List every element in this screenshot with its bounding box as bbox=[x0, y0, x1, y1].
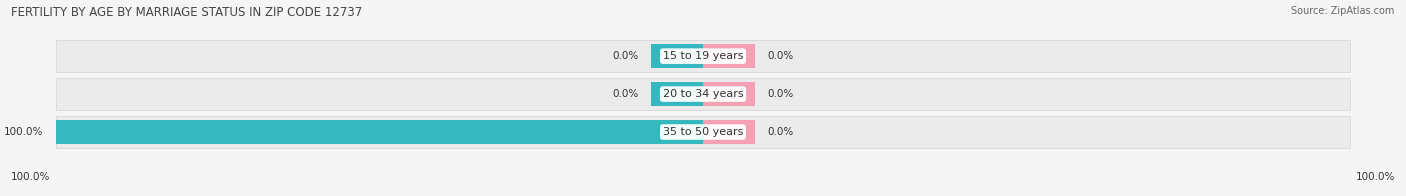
Text: 0.0%: 0.0% bbox=[612, 89, 638, 99]
Text: 0.0%: 0.0% bbox=[768, 51, 794, 61]
Text: 100.0%: 100.0% bbox=[11, 172, 51, 182]
Bar bbox=[651, 44, 703, 68]
Text: 35 to 50 years: 35 to 50 years bbox=[662, 127, 744, 137]
Bar bbox=[703, 120, 755, 144]
Text: FERTILITY BY AGE BY MARRIAGE STATUS IN ZIP CODE 12737: FERTILITY BY AGE BY MARRIAGE STATUS IN Z… bbox=[11, 6, 363, 19]
Bar bbox=[703, 44, 755, 68]
Text: 100.0%: 100.0% bbox=[1355, 172, 1395, 182]
Bar bbox=[56, 78, 1350, 110]
Bar bbox=[651, 82, 703, 106]
Text: 15 to 19 years: 15 to 19 years bbox=[662, 51, 744, 61]
Bar bbox=[56, 40, 1350, 72]
Text: 0.0%: 0.0% bbox=[768, 89, 794, 99]
Text: Source: ZipAtlas.com: Source: ZipAtlas.com bbox=[1291, 6, 1395, 16]
Text: 100.0%: 100.0% bbox=[4, 127, 44, 137]
Bar bbox=[56, 116, 1350, 148]
Bar bbox=[703, 82, 755, 106]
Bar bbox=[56, 120, 703, 144]
Text: 0.0%: 0.0% bbox=[612, 51, 638, 61]
Text: 0.0%: 0.0% bbox=[768, 127, 794, 137]
Text: 20 to 34 years: 20 to 34 years bbox=[662, 89, 744, 99]
